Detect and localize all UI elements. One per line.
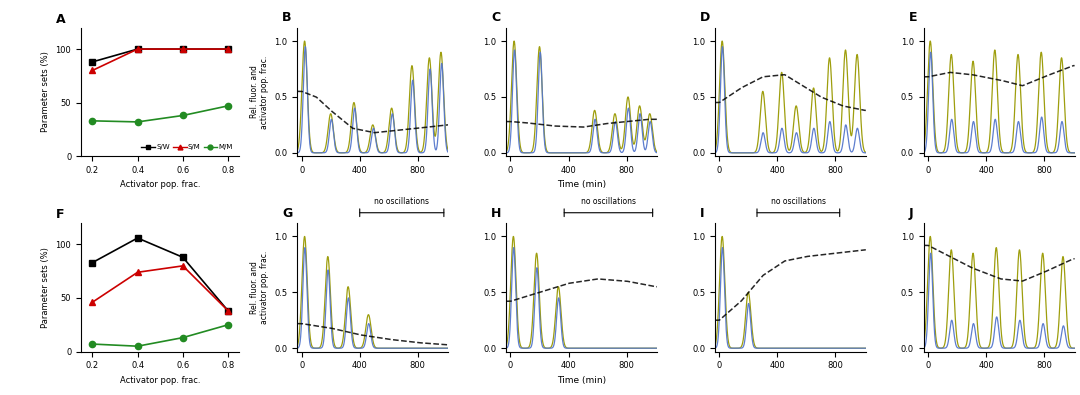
Y-axis label: Rel. fluor. and
activator pop. frac.: Rel. fluor. and activator pop. frac. [249,251,269,324]
Text: G: G [282,207,293,220]
Text: A: A [56,13,65,26]
Text: I: I [700,207,704,220]
X-axis label: Time (min): Time (min) [557,181,606,190]
Text: H: H [491,207,501,220]
Text: E: E [908,11,917,24]
Text: no oscillations: no oscillations [771,198,826,206]
X-axis label: Activator pop. frac.: Activator pop. frac. [120,181,201,190]
Text: no oscillations: no oscillations [581,198,636,206]
Text: D: D [700,11,710,24]
Y-axis label: Parameter sets (%): Parameter sets (%) [41,247,50,328]
Text: B: B [282,11,292,24]
X-axis label: Activator pop. frac.: Activator pop. frac. [120,376,201,385]
Y-axis label: Rel. fluor. and
activator pop. frac.: Rel. fluor. and activator pop. frac. [249,55,269,128]
Text: no oscillations: no oscillations [375,198,429,206]
Text: C: C [491,11,500,24]
Y-axis label: Parameter sets (%): Parameter sets (%) [41,51,50,132]
Text: F: F [56,208,64,221]
Legend: S/W, S/M, M/M: S/W, S/M, M/M [138,141,235,153]
Text: J: J [908,207,914,220]
X-axis label: Time (min): Time (min) [557,376,606,385]
